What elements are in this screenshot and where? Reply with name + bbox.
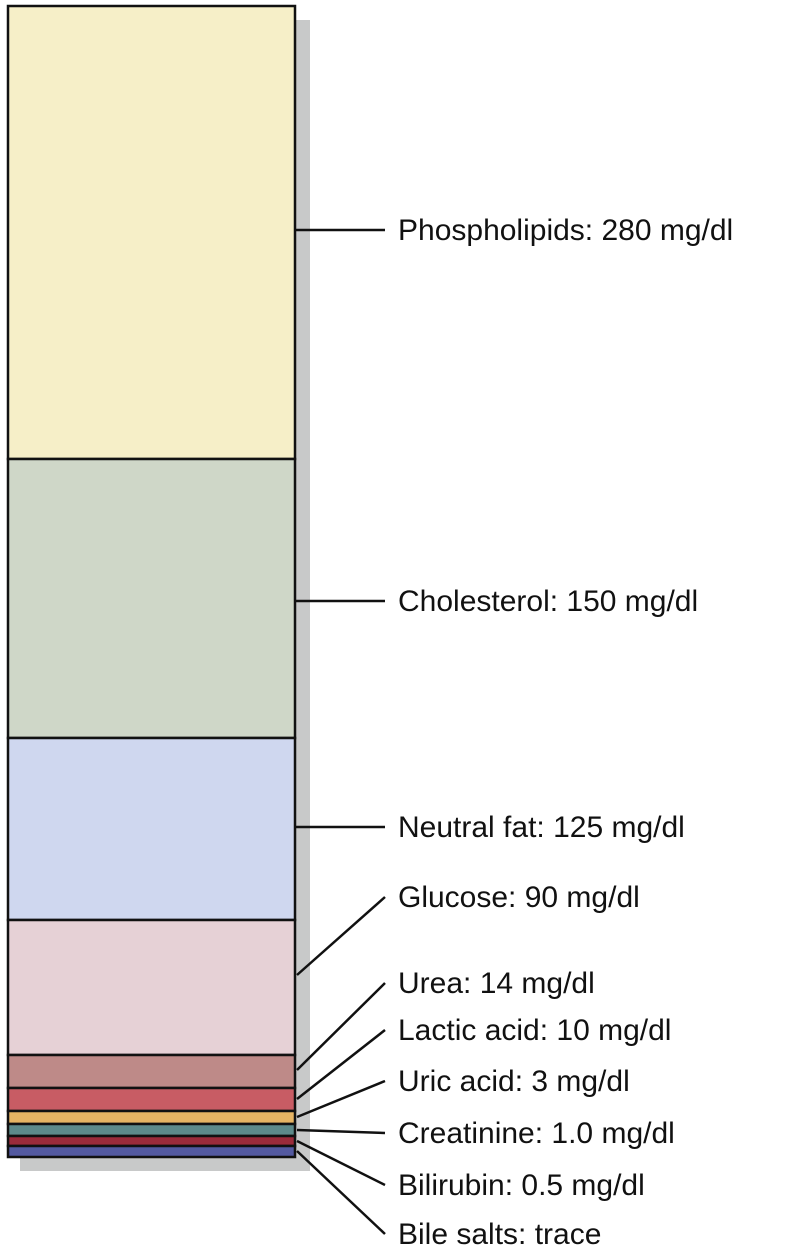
segment-uric-acid: [6, 1109, 297, 1126]
segment-cholesterol: [6, 457, 297, 740]
label: Cholesterol: 150 mg/dl: [398, 585, 698, 618]
segment-phospholipids: [6, 4, 297, 461]
leader-line: [296, 896, 386, 976]
segment-bilirubin: [6, 1134, 297, 1148]
leader-line: [296, 1150, 386, 1235]
segment-creatinine: [6, 1122, 297, 1138]
segment-neutral-fat: [6, 736, 297, 922]
label: Bilirubin: 0.5 mg/dl: [398, 1169, 645, 1202]
leader-line: [296, 1128, 386, 1135]
segment-urea: [6, 1053, 297, 1090]
leader-line: [296, 1029, 386, 1100]
label: Uric acid: 3 mg/dl: [398, 1065, 630, 1098]
label: Neutral fat: 125 mg/dl: [398, 811, 685, 844]
segment-lactic-acid: [6, 1086, 297, 1113]
leader-line: [296, 1139, 386, 1187]
label: Glucose: 90 mg/dl: [398, 881, 640, 914]
segment-bile-salts: [6, 1144, 297, 1159]
label: Urea: 14 mg/dl: [398, 967, 595, 1000]
label: Phospholipids: 280 mg/dl: [398, 214, 733, 247]
segment-glucose: [6, 918, 297, 1057]
label: Lactic acid: 10 mg/dl: [398, 1014, 671, 1047]
label: Creatinine: 1.0 mg/dl: [398, 1117, 675, 1150]
label: Bile salts: trace: [398, 1218, 601, 1251]
leader-line: [296, 1079, 386, 1119]
leader-line: [296, 982, 386, 1071]
